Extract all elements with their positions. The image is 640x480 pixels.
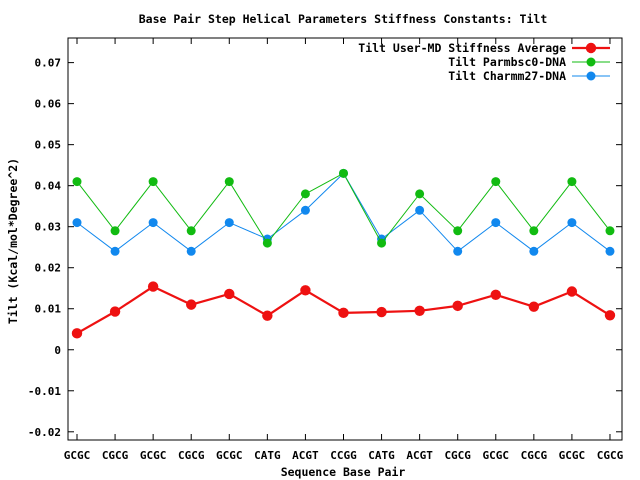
- data-point: [452, 300, 463, 312]
- legend-label: Tilt Parmbsc0-DNA: [448, 55, 566, 69]
- series-layer: [71, 168, 616, 339]
- data-point: [453, 246, 463, 256]
- legend-swatch-marker: [585, 42, 597, 54]
- x-axis-label: Sequence Base Pair: [281, 465, 406, 479]
- data-point: [72, 177, 82, 187]
- series-line: [76, 172, 611, 252]
- data-point: [110, 246, 120, 256]
- legend-label: Tilt User-MD Stiffness Average: [358, 41, 566, 55]
- data-point: [186, 299, 197, 310]
- data-point: [224, 218, 234, 228]
- x-tick-label: CGCG: [521, 449, 548, 462]
- x-tick-label: ACGT: [406, 449, 433, 462]
- x-tick-label: CGCG: [597, 449, 624, 462]
- x-axis-ticks: GCGC CGCG GCGC CGCG GCGC CATG ACGT CCGG CATG ACGT…: [64, 38, 624, 462]
- x-tick-label: GCGC: [483, 449, 510, 462]
- data-point: [148, 218, 158, 228]
- x-tick-label: GCGC: [64, 449, 91, 462]
- data-point: [262, 310, 273, 321]
- x-tick-label: CCGG: [330, 449, 357, 462]
- data-point: [224, 177, 234, 187]
- chart-title: Base Pair Step Helical Parameters Stiffn…: [139, 12, 548, 26]
- x-tick-label: CGCG: [178, 449, 205, 462]
- data-point: [528, 301, 540, 312]
- data-point: [414, 305, 425, 316]
- y-tick-label: 0.02: [35, 262, 62, 275]
- data-point: [300, 285, 311, 296]
- data-point: [72, 218, 82, 228]
- x-tick-label: GCGC: [140, 449, 167, 462]
- data-point: [567, 218, 577, 228]
- data-point: [491, 177, 501, 187]
- y-axis-label: Tilt (Kcal/mol*Degree^2): [6, 158, 20, 324]
- data-point: [604, 310, 616, 321]
- y-tick-label: 0.03: [35, 221, 62, 234]
- legend-swatch-marker: [586, 71, 596, 81]
- data-point: [71, 328, 83, 339]
- x-tick-label: CGCG: [102, 449, 129, 462]
- data-point: [376, 306, 387, 318]
- y-tick-label: 0.07: [35, 57, 62, 70]
- data-point: [148, 177, 158, 187]
- y-axis-ticks: -0.02 -0.01 0 0.01 0.02 0.03 0.04 0.05 0.06 0.07: [28, 57, 622, 439]
- data-point: [529, 226, 539, 236]
- x-tick-label: ACGT: [292, 449, 319, 462]
- data-point: [529, 246, 539, 256]
- y-tick-label: -0.02: [28, 426, 61, 439]
- series-3: [72, 168, 615, 256]
- data-point: [566, 286, 578, 297]
- plot-frame: [67, 37, 623, 441]
- data-point: [224, 288, 235, 300]
- y-tick-label: 0.04: [35, 180, 62, 193]
- legend-swatch-marker: [586, 57, 596, 67]
- x-tick-label: GCGC: [559, 449, 586, 462]
- data-point: [415, 205, 425, 215]
- data-point: [300, 205, 310, 215]
- data-point: [300, 189, 310, 199]
- y-tick-label: 0.01: [35, 303, 62, 316]
- data-point: [490, 289, 501, 300]
- series-1: [71, 281, 616, 339]
- data-point: [262, 238, 272, 248]
- data-point: [605, 226, 615, 236]
- y-tick-label: -0.01: [28, 385, 61, 398]
- data-point: [110, 226, 120, 236]
- legend-label: Tilt Charmm27-DNA: [448, 69, 566, 83]
- data-point: [186, 226, 196, 236]
- data-point: [377, 238, 387, 248]
- data-point: [567, 177, 577, 187]
- x-tick-label: CGCG: [444, 449, 471, 462]
- series-2: [72, 168, 615, 248]
- y-tick-label: 0.06: [35, 98, 62, 111]
- data-point: [605, 246, 615, 256]
- data-point: [147, 281, 159, 292]
- data-point: [338, 168, 348, 178]
- data-point: [338, 307, 349, 319]
- y-tick-label: 0.05: [35, 139, 62, 152]
- x-tick-label: CATG: [368, 449, 395, 462]
- data-point: [186, 246, 196, 256]
- x-tick-label: CATG: [254, 449, 281, 462]
- data-point: [491, 218, 501, 228]
- data-point: [415, 189, 425, 199]
- data-point: [109, 306, 121, 317]
- x-tick-label: GCGC: [216, 449, 243, 462]
- y-tick-label: 0: [54, 344, 61, 357]
- data-point: [453, 226, 463, 236]
